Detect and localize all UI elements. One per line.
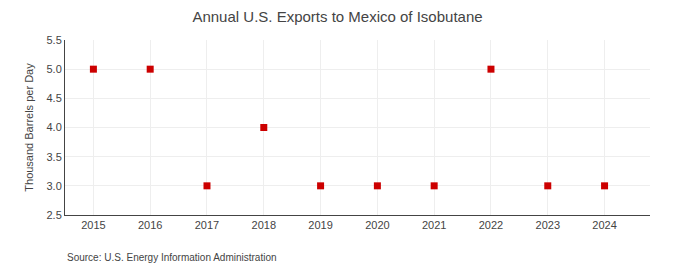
svg-text:Source: U.S. Energy Informatio: Source: U.S. Energy Information Administ… [67,252,277,263]
svg-text:2021: 2021 [422,219,446,231]
svg-text:3.5: 3.5 [47,151,62,163]
svg-text:2022: 2022 [479,219,503,231]
svg-text:2024: 2024 [592,219,616,231]
svg-text:2019: 2019 [308,219,332,231]
svg-text:2020: 2020 [365,219,389,231]
svg-text:Thousand Barrels per Day: Thousand Barrels per Day [23,63,35,192]
svg-text:2.5: 2.5 [47,209,62,221]
svg-text:Annual U.S. Exports to Mexico: Annual U.S. Exports to Mexico of Isobuta… [192,8,482,25]
svg-text:4.5: 4.5 [47,92,62,104]
svg-text:2017: 2017 [195,219,219,231]
svg-text:2018: 2018 [252,219,276,231]
svg-text:2023: 2023 [536,219,560,231]
svg-text:2016: 2016 [138,219,162,231]
svg-text:5.0: 5.0 [47,63,62,75]
svg-text:4.0: 4.0 [47,121,62,133]
svg-text:3.0: 3.0 [47,180,62,192]
svg-text:5.5: 5.5 [47,34,62,46]
svg-text:2015: 2015 [81,219,105,231]
